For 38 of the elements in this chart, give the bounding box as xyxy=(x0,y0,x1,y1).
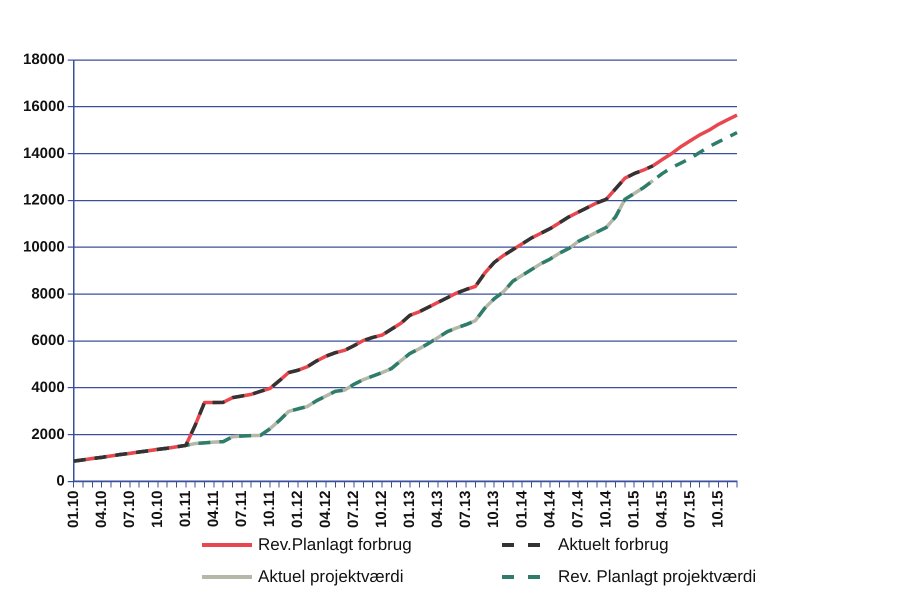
y-tick-label: 0 xyxy=(56,472,65,490)
x-tick-label: 01.13 xyxy=(401,490,418,528)
y-tick-label: 12000 xyxy=(22,192,65,209)
y-tick-label: 16000 xyxy=(22,98,65,115)
x-tick-label: 07.12 xyxy=(345,490,362,528)
y-tick-label: 8000 xyxy=(31,285,65,302)
x-tick-label: 04.14 xyxy=(541,490,558,528)
x-tick-label: 04.10 xyxy=(92,490,110,528)
x-tick-label: 04.12 xyxy=(317,490,334,528)
y-tick-label: 18000 xyxy=(22,51,65,68)
legend-label: Rev.Planlagt forbrug xyxy=(258,535,412,555)
x-tick-label: 04.11 xyxy=(204,490,222,528)
x-tick-label: 07.11 xyxy=(233,490,250,528)
x-tick-label: 07.10 xyxy=(120,490,138,528)
x-tick-label: 10.10 xyxy=(148,490,166,528)
x-tick-label: 01.10 xyxy=(64,490,82,528)
x-tick-label: 07.14 xyxy=(569,490,586,528)
x-tick-label: 10.14 xyxy=(597,490,614,528)
legend-label: Aktuelt forbrug xyxy=(558,535,669,555)
legend-label: Aktuel projektværdi xyxy=(258,567,404,587)
x-tick-label: 04.15 xyxy=(653,490,670,528)
x-tick-label: 01.11 xyxy=(176,490,194,528)
x-tick-label: 04.13 xyxy=(429,490,446,528)
x-tick-label: 10.13 xyxy=(485,490,502,528)
x-tick-label: 01.14 xyxy=(513,490,530,528)
x-tick-label: 01.15 xyxy=(625,490,642,528)
x-tick-label: 10.15 xyxy=(709,490,726,528)
x-tick-label: 07.13 xyxy=(457,490,474,528)
x-tick-label: 10.11 xyxy=(261,490,278,528)
y-tick-label: 10000 xyxy=(22,238,65,256)
x-tick-label: 10.12 xyxy=(373,490,390,528)
y-tick-label: 14000 xyxy=(22,144,65,162)
y-tick-label: 4000 xyxy=(31,378,65,396)
x-tick-label: 07.15 xyxy=(681,490,698,528)
y-tick-label: 6000 xyxy=(31,332,65,350)
x-tick-label: 01.12 xyxy=(289,490,306,528)
legend-label: Rev. Planlagt projektværdi xyxy=(558,567,756,587)
y-tick-label: 2000 xyxy=(31,426,65,443)
